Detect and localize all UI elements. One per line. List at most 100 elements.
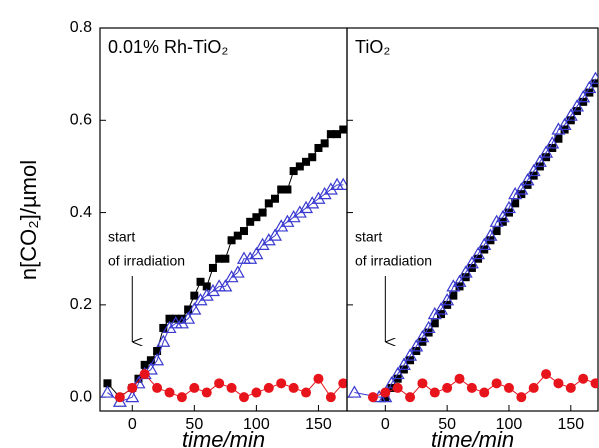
marker xyxy=(452,274,467,287)
x-tick-label: 100 xyxy=(243,416,270,433)
marker xyxy=(396,357,411,370)
y-tick-label: 0.6 xyxy=(70,112,92,129)
marker xyxy=(479,387,490,398)
marker xyxy=(261,233,276,246)
marker xyxy=(202,282,211,291)
marker xyxy=(174,316,189,329)
marker xyxy=(226,382,237,393)
marker xyxy=(165,314,174,323)
y-axis-label: n[CO₂]/µmol xyxy=(16,160,41,280)
marker xyxy=(503,382,514,393)
marker xyxy=(539,145,554,158)
marker xyxy=(252,213,261,222)
marker xyxy=(421,320,436,334)
marker xyxy=(446,279,461,292)
marker xyxy=(429,387,440,398)
marker xyxy=(196,277,205,286)
marker xyxy=(267,228,283,241)
marker xyxy=(103,379,112,388)
marker xyxy=(171,314,180,323)
marker xyxy=(140,360,149,369)
marker xyxy=(565,382,576,393)
marker xyxy=(495,209,510,223)
x-tick-label: 0 xyxy=(128,416,137,433)
marker xyxy=(563,108,578,121)
marker xyxy=(295,162,304,171)
annotation: of irradiation xyxy=(108,253,185,269)
marker xyxy=(114,392,125,403)
marker xyxy=(301,387,312,398)
marker xyxy=(454,373,465,384)
marker xyxy=(230,265,245,278)
marker xyxy=(333,130,342,139)
annotation: start xyxy=(355,229,382,245)
marker xyxy=(218,279,233,292)
y-tick-label: 0.0 xyxy=(70,388,92,405)
marker xyxy=(100,385,115,398)
marker xyxy=(390,366,405,380)
marker xyxy=(392,382,403,393)
marker xyxy=(430,319,439,328)
marker xyxy=(280,214,295,227)
annotation: of irradiation xyxy=(355,253,432,269)
marker xyxy=(189,382,200,393)
x-tick-label: 150 xyxy=(305,416,332,433)
marker xyxy=(277,185,286,194)
marker xyxy=(208,263,217,272)
marker xyxy=(286,209,301,223)
marker xyxy=(336,177,347,190)
marker xyxy=(236,251,252,264)
marker xyxy=(526,163,541,177)
marker xyxy=(508,186,523,200)
marker xyxy=(347,385,362,398)
marker xyxy=(125,389,140,403)
marker xyxy=(153,347,162,356)
marker xyxy=(205,283,220,297)
marker xyxy=(271,194,280,203)
marker xyxy=(255,237,270,250)
marker xyxy=(187,302,202,315)
marker xyxy=(541,369,552,380)
marker xyxy=(458,265,473,278)
marker xyxy=(152,382,163,393)
marker xyxy=(367,392,378,403)
marker xyxy=(320,139,329,148)
marker xyxy=(326,130,335,139)
marker xyxy=(338,378,347,389)
marker xyxy=(201,387,212,398)
marker xyxy=(314,143,323,152)
marker xyxy=(190,291,199,300)
marker xyxy=(551,122,566,135)
marker xyxy=(221,254,230,263)
marker xyxy=(339,125,347,134)
marker xyxy=(471,246,486,260)
marker xyxy=(159,323,168,332)
y-tick-label: 0.4 xyxy=(70,204,92,221)
marker xyxy=(131,376,146,389)
marker xyxy=(569,99,585,112)
marker xyxy=(442,382,453,393)
marker xyxy=(156,334,171,347)
marker xyxy=(440,293,455,306)
marker xyxy=(176,392,187,403)
marker xyxy=(127,382,138,393)
marker xyxy=(283,185,292,194)
marker xyxy=(417,378,428,389)
marker xyxy=(590,378,598,389)
x-axis-label: time/min xyxy=(182,427,265,448)
x-axis-label: time/min xyxy=(431,427,514,448)
marker xyxy=(311,191,326,204)
marker xyxy=(466,382,477,393)
marker xyxy=(214,378,225,389)
y-tick-label: 0.8 xyxy=(70,19,92,36)
marker xyxy=(308,153,317,162)
series-line xyxy=(354,78,596,398)
marker xyxy=(274,219,289,232)
marker xyxy=(251,387,262,398)
marker xyxy=(582,80,597,94)
marker xyxy=(181,311,196,324)
marker xyxy=(449,291,458,300)
marker xyxy=(227,236,236,245)
marker xyxy=(557,117,572,131)
marker xyxy=(299,200,314,214)
